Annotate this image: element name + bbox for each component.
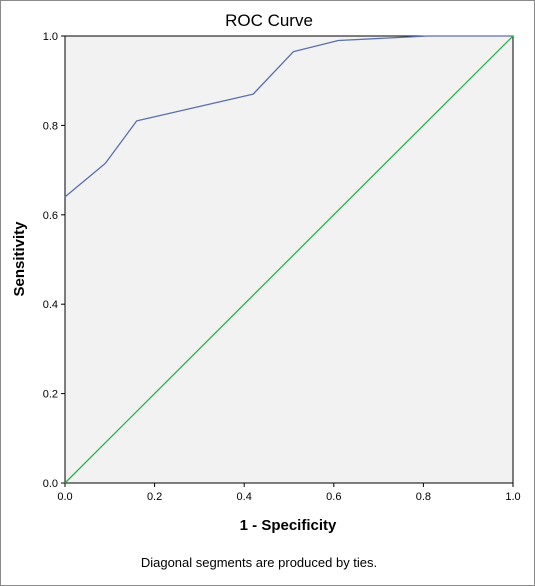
x-tick-label: 0.0 bbox=[57, 491, 72, 503]
x-tick-label: 1.0 bbox=[505, 491, 520, 503]
y-tick-label: 1.0 bbox=[43, 31, 58, 43]
y-tick-label: 0.0 bbox=[43, 478, 58, 490]
chart-footnote: Diagonal segments are produced by ties. bbox=[141, 555, 377, 570]
x-tick-label: 0.2 bbox=[147, 491, 162, 503]
roc-curve-line bbox=[64, 35, 513, 198]
series-group bbox=[64, 35, 514, 484]
x-tick-label: 0.6 bbox=[326, 491, 341, 503]
x-axis-label: 1 - Specificity bbox=[240, 517, 337, 534]
x-tick-label: 0.4 bbox=[237, 491, 252, 503]
y-axis-label: Sensitivity bbox=[11, 221, 28, 297]
chart-title: ROC Curve bbox=[225, 11, 313, 30]
x-tick-label: 0.8 bbox=[416, 491, 431, 503]
y-tick-label: 0.2 bbox=[43, 389, 58, 401]
reference-diagonal-line bbox=[64, 35, 514, 484]
y-tick-label: 0.4 bbox=[43, 299, 58, 311]
y-tick-label: 0.6 bbox=[43, 210, 58, 222]
axis-ticks: 0.0 0.2 0.4 0.6 0.8 1.0 0.0 0.2 0.4 0.6 0.8 1.0 bbox=[43, 31, 521, 503]
y-tick-label: 0.8 bbox=[43, 120, 58, 132]
